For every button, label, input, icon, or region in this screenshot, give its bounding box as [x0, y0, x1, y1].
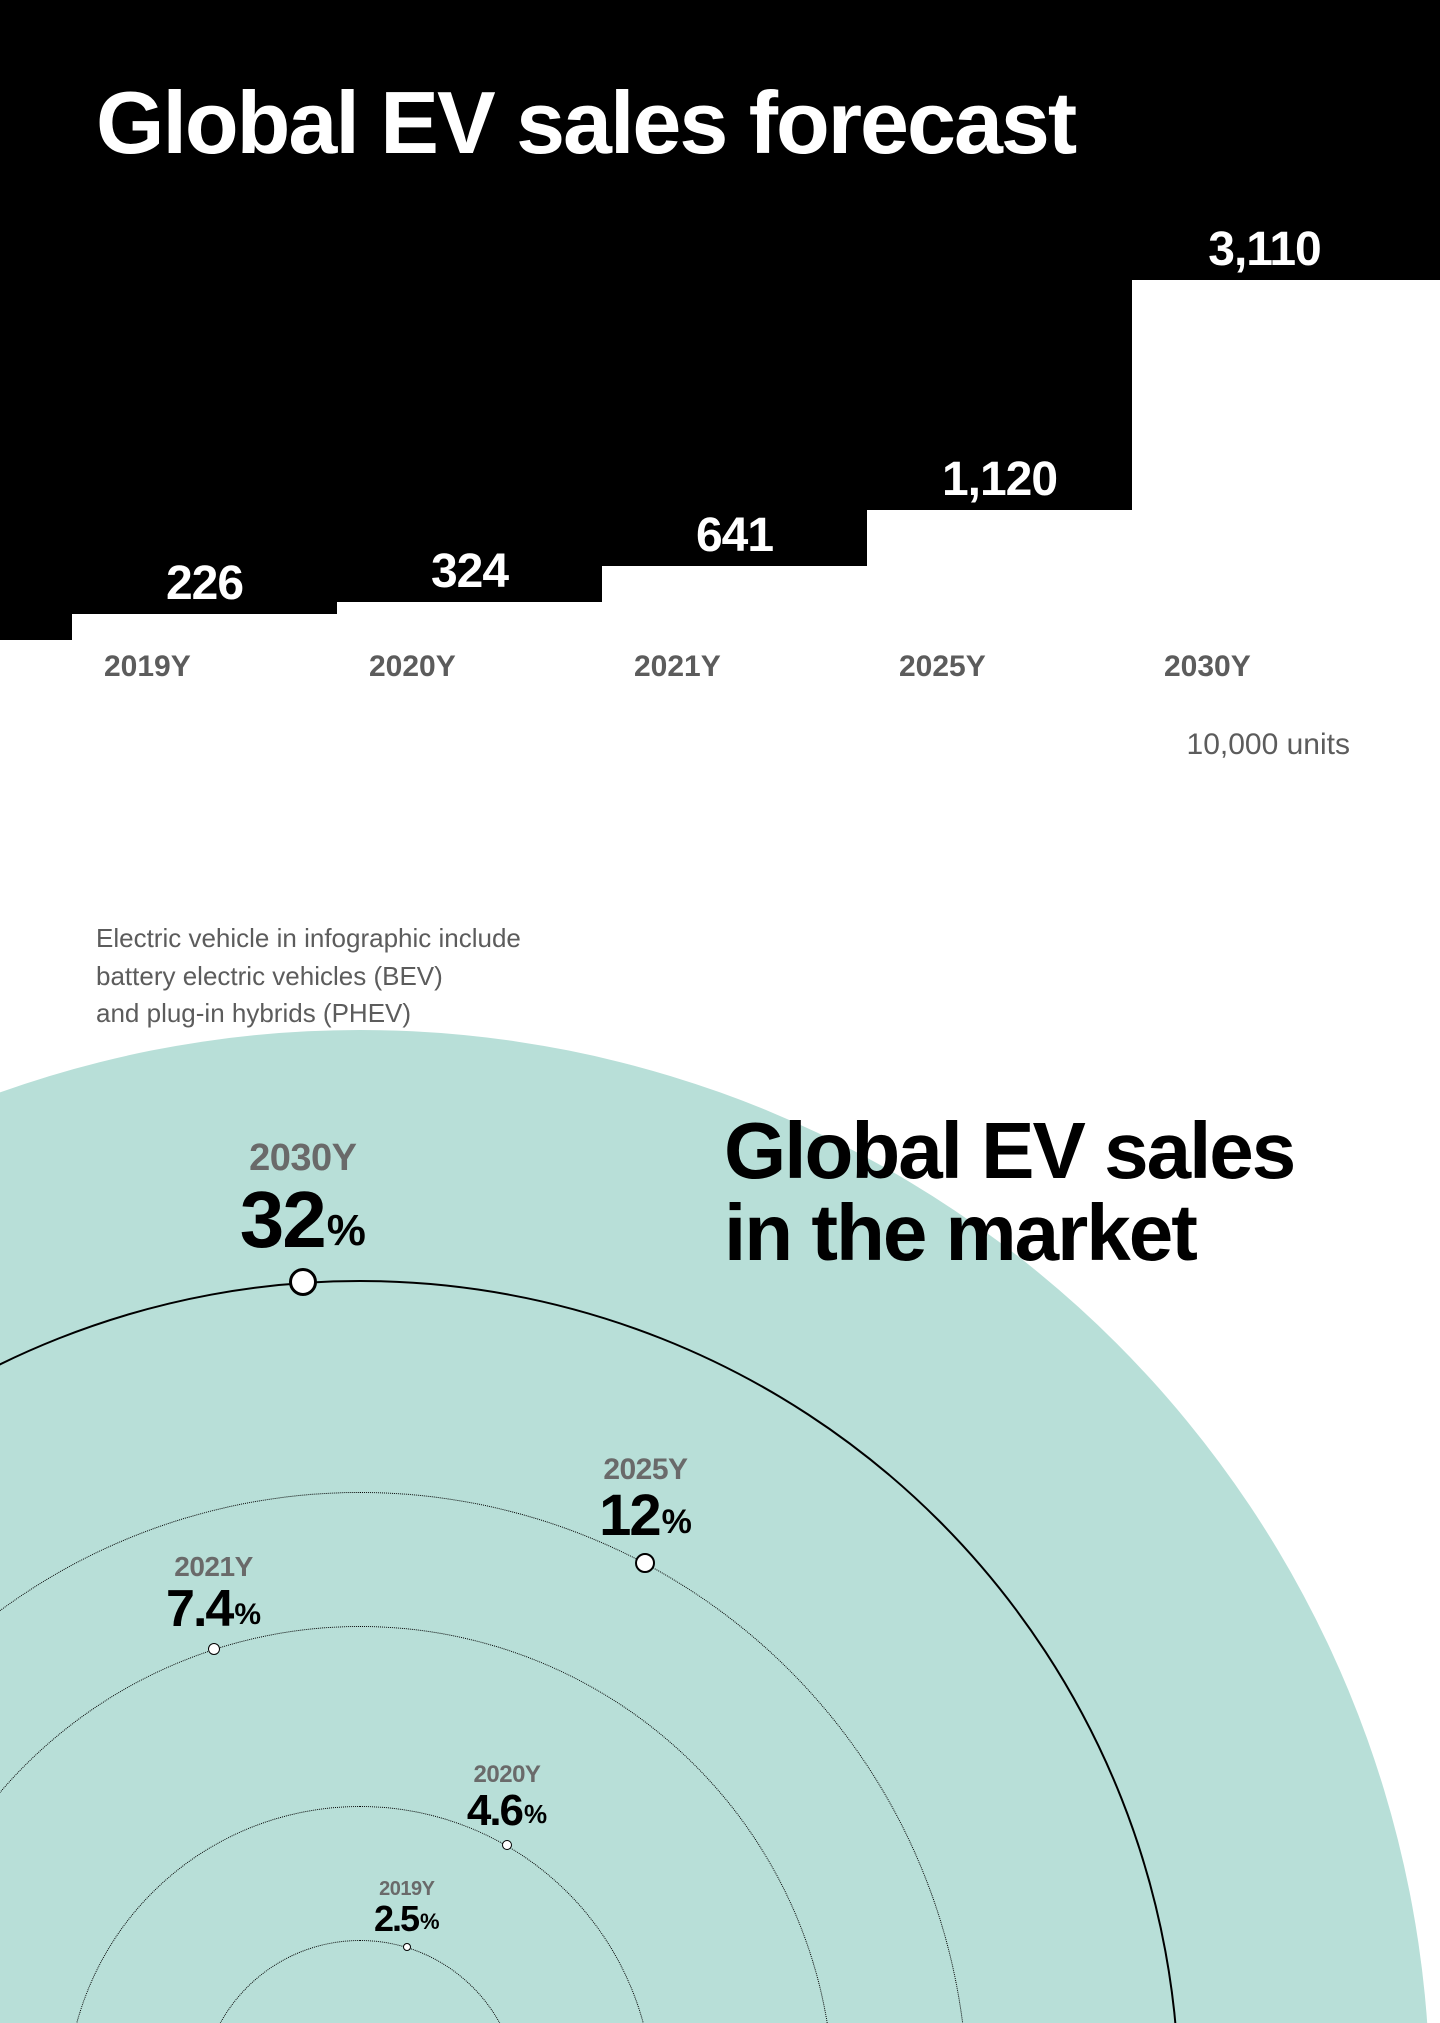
ring-value-wrap: 12% — [599, 1487, 692, 1545]
step-year-label: 2019Y — [104, 650, 191, 684]
ring-value-wrap: 32% — [240, 1180, 366, 1260]
percent-symbol: % — [662, 1505, 692, 1539]
ring-marker — [208, 1643, 220, 1655]
step-year-label: 2025Y — [899, 650, 986, 684]
top-chart-title: Global EV sales forecast — [96, 78, 1075, 168]
step-bar — [867, 510, 1132, 640]
ring-value: 32 — [240, 1180, 325, 1260]
percent-symbol: % — [420, 1911, 440, 1933]
step-value-label: 324 — [337, 544, 602, 599]
ring-value-wrap: 7.4% — [166, 1583, 261, 1635]
step-value-label: 1,120 — [867, 452, 1132, 507]
units-label: 10,000 units — [1187, 728, 1350, 762]
ring-value-wrap: 4.6% — [467, 1789, 547, 1833]
infographic-canvas: Global EV sales forecast 226 2019Y 324 2020Y… — [0, 0, 1440, 2023]
ring-year-label: 2030Y — [240, 1137, 366, 1180]
step-value-label: 3,110 — [1132, 222, 1397, 277]
step-bar — [602, 566, 867, 640]
ring-marker — [289, 1268, 317, 1296]
percent-symbol: % — [524, 1801, 547, 1827]
ring-value: 2.5 — [374, 1901, 418, 1937]
ring-value: 12 — [599, 1487, 660, 1545]
ring-label-group: 2019Y2.5% — [374, 1878, 440, 1937]
step-value-label: 641 — [602, 508, 867, 563]
bottom-chart-title: Global EV sales in the market — [724, 1110, 1294, 1273]
percent-symbol: % — [234, 1600, 261, 1630]
ring-value: 4.6 — [467, 1789, 522, 1833]
ring-label-group: 2021Y7.4% — [166, 1551, 261, 1635]
ring-year-label: 2020Y — [467, 1761, 547, 1789]
step-bar — [72, 614, 337, 640]
ring-label-group: 2025Y12% — [599, 1453, 692, 1545]
ring-marker — [403, 1943, 411, 1951]
ring-label-group: 2030Y32% — [240, 1137, 366, 1260]
percent-symbol: % — [327, 1209, 366, 1253]
ring-label-group: 2020Y4.6% — [467, 1761, 547, 1833]
step-bar — [337, 602, 602, 640]
step-year-label: 2020Y — [369, 650, 456, 684]
ring-year-label: 2025Y — [599, 1453, 692, 1487]
definition-note: Electric vehicle in infographic include … — [96, 920, 521, 1033]
ring-value: 7.4 — [166, 1583, 232, 1635]
step-value-label: 226 — [72, 556, 337, 611]
step-bar — [1132, 280, 1440, 640]
step-year-label: 2021Y — [634, 650, 721, 684]
step-year-label: 2030Y — [1164, 650, 1251, 684]
ring-marker — [502, 1840, 512, 1850]
ring-year-label: 2021Y — [166, 1551, 261, 1583]
ring-marker — [635, 1553, 655, 1573]
ring-value-wrap: 2.5% — [374, 1901, 440, 1937]
